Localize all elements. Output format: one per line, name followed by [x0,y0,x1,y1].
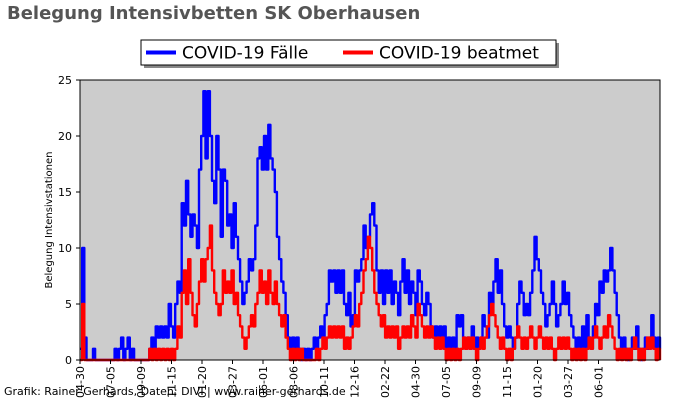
x-tick-label-8: 10-11 [318,366,331,398]
x-tick-label-10: 02-22 [379,366,392,398]
x-tick-label-17: 06-01 [593,366,606,398]
x-tick-label-4: 01-20 [196,366,209,398]
y-tick-label-5: 25 [58,74,72,87]
x-tick-label-7: 08-06 [288,366,301,398]
x-tick-label-15: 01-20 [532,366,545,398]
x-tick-label-14: 11-15 [501,366,514,398]
y-tick-label-3: 15 [58,186,72,199]
x-tick-label-11: 04-30 [410,366,423,398]
legend-label-1: COVID-19 beatmet [379,44,539,64]
y-tick-label-1: 5 [65,298,72,311]
x-tick-label-2: 09-09 [135,366,148,398]
y-tick-label-0: 0 [65,354,72,367]
x-tick-label-0: 04-30 [74,366,87,398]
legend-label-0: COVID-19 Fälle [182,44,308,64]
x-tick-label-16: 03-27 [562,366,575,398]
y-axis-label: Belegung Intensivstationen [44,151,55,288]
plot-frame [79,79,661,361]
x-tick-label-3: 11-15 [166,366,179,398]
x-tick-label-6: 06-01 [257,366,270,398]
x-tick-label-1: 07-05 [105,366,118,398]
x-tick-label-12: 07-05 [440,366,453,398]
x-tick-label-13: 09-09 [471,366,484,398]
series-line-0 [80,90,662,362]
page-title: Belegung Intensivbetten SK Oberhausen [7,3,421,24]
y-tick-label-2: 10 [58,242,72,255]
x-tick-label-9: 12-16 [349,366,362,398]
footer-credit: Grafik: Rainer Gerhards, Daten: DIVI | w… [4,385,346,398]
x-tick-label-5: 03-27 [227,366,240,398]
y-tick-label-4: 20 [58,130,72,143]
